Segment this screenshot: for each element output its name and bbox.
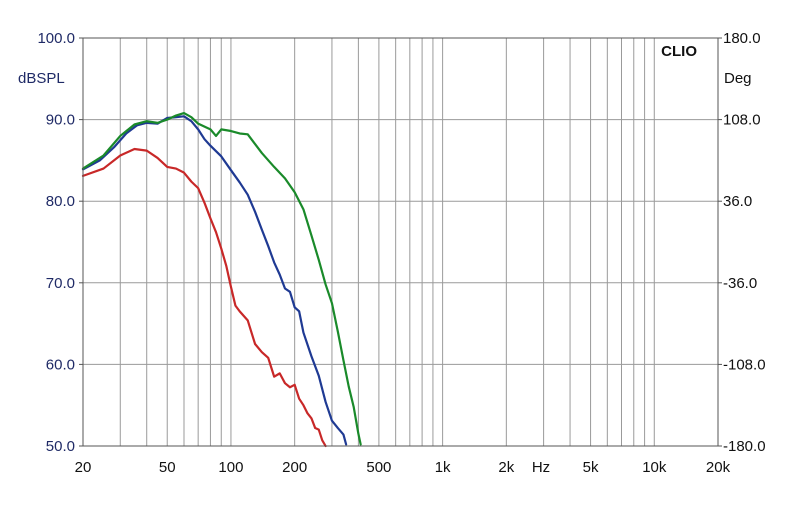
series-line-2 <box>81 111 362 446</box>
x-tick-label: 100 <box>218 459 243 476</box>
grid-layer <box>83 38 718 446</box>
x-tick-label: 200 <box>282 459 307 476</box>
left-axis-ticks: 50.0 60.0 70.0 80.0 90.0 100.0 <box>37 30 83 455</box>
x-tick-label: 20k <box>706 459 731 476</box>
right-axis-ticks: -180.0 -108.0 -36.0 36.0 108.0 180.0 <box>718 30 766 455</box>
left-tick-label: 50.0 <box>46 438 75 455</box>
x-tick-label: 50 <box>159 459 176 476</box>
left-tick-label: 70.0 <box>46 275 75 292</box>
x-tick-label: 5k <box>583 459 599 476</box>
right-tick-label: 180.0 <box>723 30 761 47</box>
left-tick-label: 80.0 <box>46 193 75 210</box>
right-tick-label: 36.0 <box>723 193 752 210</box>
x-tick-label: 10k <box>642 459 667 476</box>
x-tick-label: 20 <box>75 459 92 476</box>
right-tick-label: -180.0 <box>723 438 766 455</box>
series-layer <box>81 111 362 448</box>
x-tick-label: 2k <box>498 459 514 476</box>
right-tick-label: -36.0 <box>723 275 757 292</box>
right-tick-label: -108.0 <box>723 356 766 373</box>
left-tick-label: 60.0 <box>46 356 75 373</box>
brand-label: CLIO <box>661 43 697 60</box>
right-axis-label: Deg <box>724 70 752 87</box>
left-axis-label: dBSPL <box>18 70 65 87</box>
x-tick-label: 500 <box>366 459 391 476</box>
plot-background <box>83 38 718 446</box>
series-line-3 <box>81 147 327 448</box>
x-axis-ticks: 20 50 100 200 500 1k 2k 5k 10k 20k <box>75 459 731 476</box>
left-tick-label: 100.0 <box>37 30 75 47</box>
x-unit-label: Hz <box>532 459 550 476</box>
left-tick-label: 90.0 <box>46 112 75 129</box>
x-tick-label: 1k <box>435 459 451 476</box>
plot-frame <box>82 37 719 447</box>
right-tick-label: 108.0 <box>723 112 761 129</box>
